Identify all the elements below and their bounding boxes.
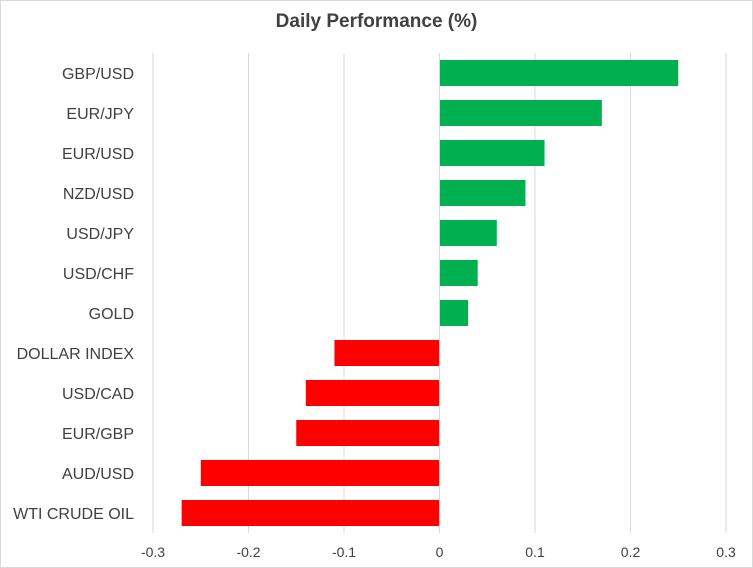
bar-wti-crude-oil xyxy=(181,500,440,526)
bar-usd-chf xyxy=(439,260,478,286)
category-label: GBP/USD xyxy=(62,66,134,83)
bar-usd-cad xyxy=(305,380,440,406)
category-label: USD/JPY xyxy=(66,226,134,243)
bar-gold xyxy=(439,300,469,326)
bar-gbp-usd xyxy=(439,60,679,86)
category-label: AUD/USD xyxy=(62,466,134,483)
category-label: NZD/USD xyxy=(63,186,134,203)
bar-eur-gbp xyxy=(296,420,440,446)
bar-nzd-usd xyxy=(439,180,526,206)
x-tick-label: 0.1 xyxy=(525,544,545,560)
category-label: DOLLAR INDEX xyxy=(17,346,135,363)
category-label: EUR/JPY xyxy=(66,106,134,123)
category-label: USD/CHF xyxy=(63,266,134,283)
bar-dollar-index xyxy=(334,340,440,366)
category-label: GOLD xyxy=(89,306,134,323)
x-tick-label: 0 xyxy=(436,544,444,560)
bar-eur-jpy xyxy=(439,100,602,126)
bar-eur-usd xyxy=(439,140,545,166)
x-tick-label: 0.2 xyxy=(621,544,641,560)
category-label: EUR/GBP xyxy=(62,426,134,443)
bar-aud-usd xyxy=(200,460,440,486)
category-label: EUR/USD xyxy=(62,146,134,163)
x-tick-label: -0.3 xyxy=(141,544,165,560)
x-tick-label: 0.3 xyxy=(716,544,736,560)
x-tick-label: -0.2 xyxy=(236,544,260,560)
bar-usd-jpy xyxy=(439,220,497,246)
category-label: USD/CAD xyxy=(62,386,134,403)
chart-title: Daily Performance (%) xyxy=(275,11,478,32)
category-label: WTI CRUDE OIL xyxy=(13,506,134,523)
x-tick-label: -0.1 xyxy=(332,544,356,560)
